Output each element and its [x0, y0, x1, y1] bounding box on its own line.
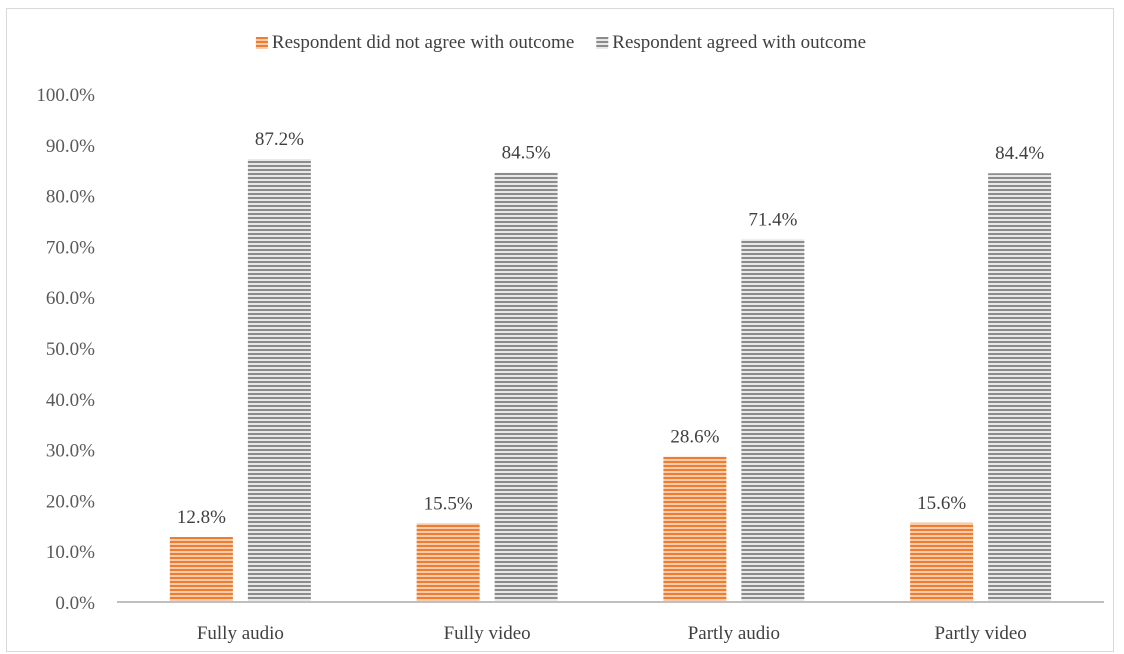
bar-disagreed-4	[910, 522, 974, 602]
y-tick-label: 80.0%	[46, 187, 95, 208]
y-tick-label: 100.0%	[36, 85, 95, 106]
data-labels: 12.8% 87.2% 15.5% 84.5% 28.6% 71.4% 15.6% 84.4%	[177, 129, 1045, 528]
x-category-label: Partly video	[934, 623, 1026, 644]
bar-agreed-3	[741, 239, 805, 602]
x-category-label: Fully video	[444, 623, 531, 644]
legend-swatch-2	[596, 37, 609, 49]
y-tick-label: 20.0%	[46, 491, 95, 512]
data-label: 15.5%	[424, 493, 473, 514]
legend-item-2: Respondent agreed with outcome	[596, 32, 866, 53]
data-label: 15.6%	[917, 493, 966, 514]
legend-label-2: Respondent agreed with outcome	[612, 32, 866, 53]
chart-frame: Respondent did not agree with outcome Res…	[6, 8, 1114, 652]
y-tick-label: 10.0%	[46, 542, 95, 563]
data-label: 84.4%	[995, 143, 1044, 164]
y-tick-label: 0.0%	[55, 593, 95, 614]
legend-label-1: Respondent did not agree with outcome	[272, 32, 574, 53]
y-tick-label: 60.0%	[46, 288, 95, 309]
legend-swatch-1	[255, 37, 268, 49]
legend-item-1: Respondent did not agree with outcome	[255, 32, 574, 53]
data-label: 84.5%	[502, 143, 551, 164]
bars	[169, 159, 1052, 603]
bar-disagreed-3	[663, 456, 727, 602]
data-label: 71.4%	[748, 209, 797, 230]
bar-disagreed-2	[416, 523, 480, 602]
y-tick-label: 90.0%	[46, 136, 95, 157]
data-label: 87.2%	[255, 129, 304, 150]
bar-agreed-2	[494, 172, 558, 603]
y-tick-label: 70.0%	[46, 237, 95, 258]
x-category-label: Fully audio	[197, 623, 284, 644]
y-tick-label: 50.0%	[46, 339, 95, 360]
bar-disagreed-1	[169, 536, 233, 602]
data-label: 12.8%	[177, 507, 226, 528]
x-category-label: Partly audio	[688, 623, 780, 644]
bar-agreed-1	[247, 159, 311, 603]
y-tick-label: 30.0%	[46, 441, 95, 462]
y-tick-label: 40.0%	[46, 390, 95, 411]
bar-chart: Respondent did not agree with outcome Res…	[36, 32, 1104, 644]
bar-agreed-4	[988, 173, 1052, 603]
data-label: 28.6%	[670, 427, 719, 448]
x-axis: Fully audio Fully video Partly audio Partly…	[117, 601, 1104, 644]
legend: Respondent did not agree with outcome Res…	[255, 32, 866, 53]
y-axis: 0.0% 10.0% 20.0% 30.0% 40.0% 50.0% 60.0% 70.0% 8…	[36, 85, 95, 614]
